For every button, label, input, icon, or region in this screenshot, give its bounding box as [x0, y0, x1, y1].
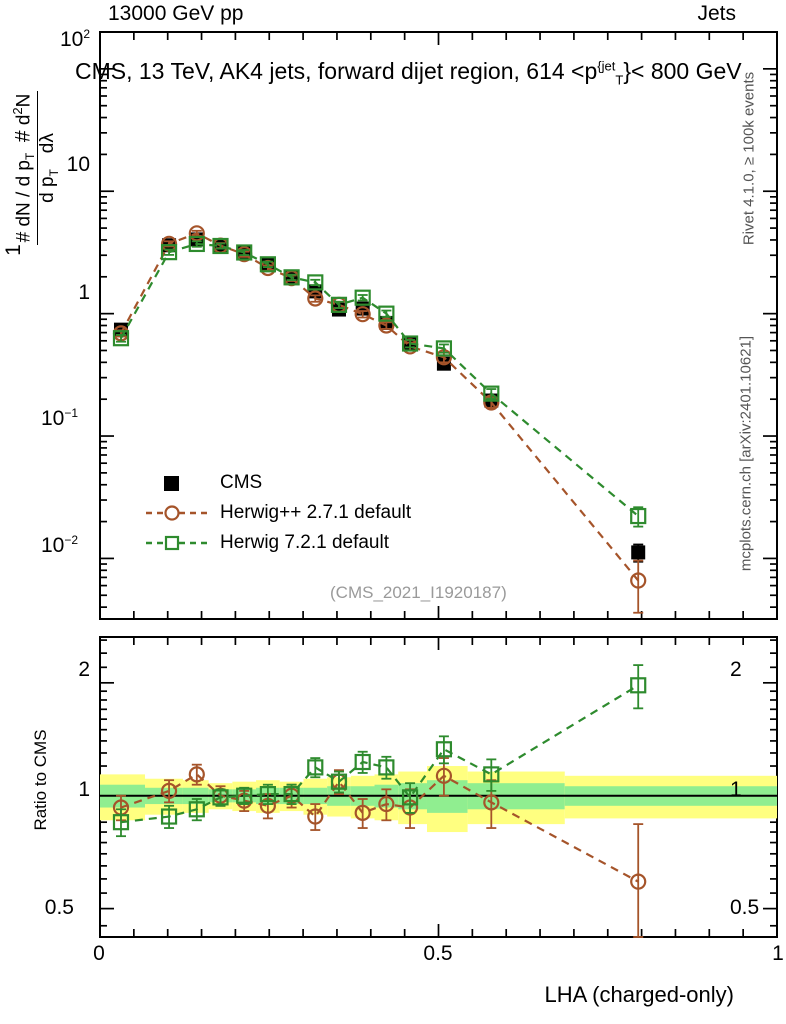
- x-axis-label: LHA (charged-only): [544, 982, 734, 1007]
- x-tick-label-1: 0.5: [423, 942, 453, 965]
- ratio-tick-label-left-0: 2: [78, 658, 90, 681]
- analysis-id-watermark: (CMS_2021_I1920187): [330, 583, 507, 602]
- rivet-version-annotation: Rivet 4.1.0, ≥ 100k events: [740, 71, 758, 246]
- y-tick-label-3: 10−1: [40, 406, 78, 430]
- ratio-tick-label-left-1: 1: [78, 778, 90, 801]
- legend-key-square-open-icon: [146, 533, 208, 553]
- y-axis-leading-one: 1: [1, 244, 25, 256]
- legend-label-herwig7: Herwig 7.2.1 default: [220, 532, 389, 553]
- y-tick-label-4: 10−2: [40, 533, 78, 557]
- legend-item-cms[interactable]: CMS: [146, 468, 411, 498]
- plot-title-subscript: T: [615, 72, 624, 88]
- mcplots-source-annotation: mcplots.cern.ch [arXiv:2401.10621]: [737, 335, 755, 572]
- ratio-tick-label-right-0: 2: [730, 658, 742, 681]
- legend-item-herwigpp[interactable]: Herwig++ 2.7.1 default: [146, 498, 411, 528]
- y-tick-label-1: 10: [66, 153, 90, 176]
- header-category-label: Jets: [697, 2, 736, 25]
- plot-title-prefix: CMS, 13 TeV, AK4 jets, forward dijet reg…: [75, 58, 598, 84]
- legend: CMS Herwig++ 2.7.1 default Herwig 7.2.1 …: [146, 468, 411, 558]
- legend-key-circle-open-icon: [146, 503, 208, 523]
- x-tick-label-0: 0: [93, 942, 105, 965]
- ratio-tick-label-right-2: 0.5: [730, 896, 760, 919]
- plot-title-suffix: }< 800 GeV: [623, 58, 742, 84]
- y-tick-label-2: 1: [78, 281, 90, 304]
- plot-title-superscript: {jet: [597, 58, 616, 74]
- legend-key-square-filled-icon: [146, 473, 208, 493]
- header-beam-label: 13000 GeV pp: [108, 2, 244, 25]
- y-tick-label-0: 102: [59, 27, 90, 51]
- legend-label-cms: CMS: [220, 472, 263, 493]
- plot-title: CMS, 13 TeV, AK4 jets, forward dijet reg…: [75, 58, 742, 88]
- ratio-tick-label-right-1: 1: [730, 778, 742, 801]
- legend-label-herwigpp: Herwig++ 2.7.1 default: [220, 502, 412, 523]
- legend-item-herwig7[interactable]: Herwig 7.2.1 default: [146, 528, 411, 558]
- x-tick-label-2: 1: [772, 942, 784, 965]
- ratio-plot-panel: [99, 636, 778, 938]
- ratio-tick-label-left-2: 0.5: [44, 896, 74, 919]
